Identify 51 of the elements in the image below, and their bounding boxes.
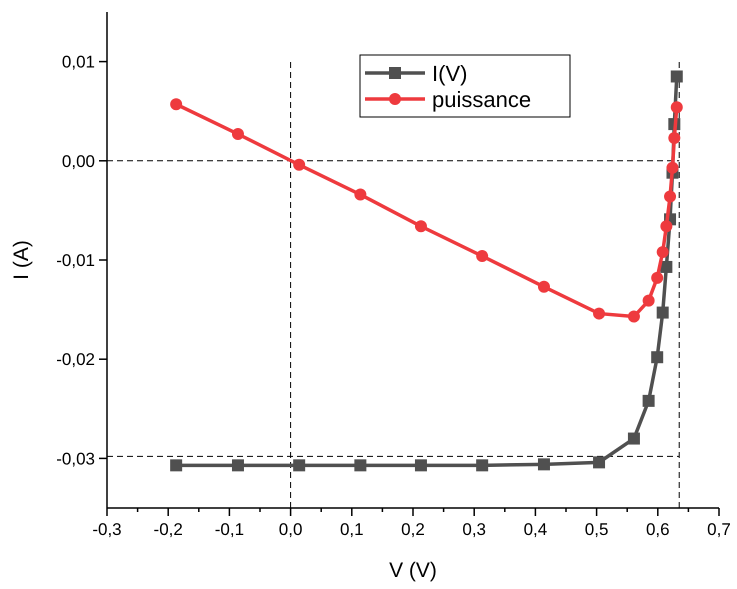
x-tick-label: -0,1 bbox=[214, 520, 244, 539]
point bbox=[293, 459, 306, 472]
point bbox=[656, 246, 669, 258]
point bbox=[664, 190, 676, 203]
point bbox=[293, 158, 306, 171]
point bbox=[651, 351, 664, 364]
y-tick-label: 0,00 bbox=[62, 152, 95, 171]
point bbox=[628, 310, 640, 323]
y-axis-title: I (A) bbox=[10, 240, 33, 280]
y-tick-label: -0,03 bbox=[56, 449, 95, 468]
point bbox=[651, 272, 664, 284]
point bbox=[232, 459, 244, 472]
x-tick-label: 0,2 bbox=[401, 520, 425, 539]
point bbox=[670, 101, 683, 114]
point bbox=[628, 432, 640, 445]
y-tick-label: -0,02 bbox=[56, 350, 95, 370]
point bbox=[642, 294, 655, 307]
x-axis-title: V (V) bbox=[389, 559, 437, 582]
x-tick-label: 0,5 bbox=[584, 520, 608, 539]
point bbox=[414, 220, 427, 232]
point bbox=[593, 456, 606, 468]
point bbox=[354, 459, 366, 472]
point bbox=[668, 132, 680, 144]
point bbox=[232, 128, 244, 140]
point bbox=[476, 459, 488, 472]
point bbox=[476, 250, 488, 262]
legend-label: puissance bbox=[432, 87, 532, 112]
point bbox=[170, 98, 182, 110]
x-tick-label: 0,6 bbox=[646, 520, 670, 539]
y-tick-label: -0,01 bbox=[56, 251, 95, 270]
y-tick-label: 0,01 bbox=[62, 52, 95, 72]
x-tick-label: -0,2 bbox=[154, 520, 183, 539]
legend-label: I(V) bbox=[432, 61, 468, 86]
point bbox=[660, 220, 672, 232]
point bbox=[354, 188, 366, 201]
point bbox=[170, 459, 182, 472]
x-tick-label: 0,0 bbox=[278, 520, 302, 539]
point bbox=[414, 459, 427, 472]
point bbox=[656, 306, 669, 319]
x-tick-label: 0,3 bbox=[462, 520, 486, 539]
x-tick-label: 0,1 bbox=[340, 520, 364, 539]
x-tick-label: 0,7 bbox=[707, 520, 731, 539]
x-tick-label: 0,4 bbox=[524, 520, 548, 539]
point bbox=[670, 70, 683, 82]
point bbox=[666, 162, 678, 174]
point bbox=[593, 308, 606, 320]
point bbox=[538, 458, 550, 470]
point bbox=[642, 394, 655, 407]
x-tick-label: -0,3 bbox=[92, 520, 122, 539]
point bbox=[660, 260, 672, 273]
point bbox=[538, 280, 550, 293]
